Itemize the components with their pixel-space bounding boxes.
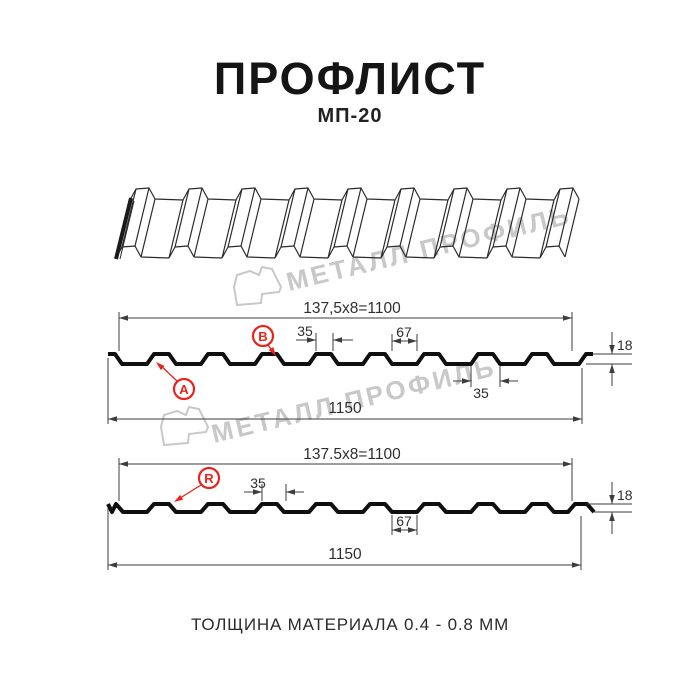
leader-arrowhead	[174, 494, 184, 502]
dim-label-valley-2: 67	[396, 513, 412, 529]
dimension-arrowhead	[572, 562, 581, 568]
profile-drawing-1: 137,5x8=1100 35 67 35 18	[107, 300, 633, 424]
dimension-arrowhead	[307, 337, 316, 343]
footer-text: ТОЛЩИНА МАТЕРИАЛА 0.4 - 0.8 ММ	[190, 615, 510, 634]
dimension-arrowhead	[609, 512, 615, 521]
callout-r-letter: R	[204, 471, 214, 486]
watermark-text: МЕТАЛЛ ПРОФИЛЬ	[283, 200, 574, 297]
callout-a-letter: A	[179, 382, 189, 397]
sheet-cut-edge	[114, 197, 133, 260]
dimension-arrowhead	[609, 364, 615, 373]
sheet-3d-drawing	[114, 187, 580, 260]
dim-label-width-formula-1: 137,5x8=1100	[303, 300, 401, 317]
callout-b-letter: B	[258, 329, 267, 344]
dimension-arrowhead	[392, 338, 401, 344]
dim-label-height-1: 18	[617, 337, 633, 353]
dim-label-rib-top-2: 35	[250, 475, 266, 491]
dimension-arrowhead	[462, 378, 471, 384]
dimension-arrowheads	[108, 315, 615, 568]
dimension-arrowhead	[573, 416, 582, 422]
sheet-cut-edge-inner	[119, 200, 135, 260]
dimension-arrowhead	[119, 315, 128, 321]
dim-label-rib-top-1: 35	[297, 323, 313, 339]
dim-label-rib-bottom-1: 35	[473, 385, 489, 401]
callout-a: A	[158, 363, 196, 401]
callout-r: R	[176, 466, 221, 501]
dimension-arrowhead	[563, 461, 572, 467]
dimension-arrowhead	[108, 562, 117, 568]
leader-arrowhead	[268, 346, 276, 356]
dim-label-total-width-2: 1150	[328, 546, 362, 563]
dim-label-valley-1: 67	[396, 324, 412, 340]
dim-label-width-formula-2: 137.5x8=1100	[303, 446, 401, 463]
dimension-arrowhead	[408, 338, 417, 344]
dim-label-height-2: 18	[617, 487, 633, 503]
watermark-logo-icon	[232, 265, 283, 307]
dimension-arrowhead	[392, 527, 401, 533]
dimension-arrowhead	[108, 416, 117, 422]
dimension-arrowhead	[286, 489, 295, 495]
dimension-arrowhead	[563, 315, 572, 321]
profile-drawing-2: 137.5x8=1100 35 67 18 1150	[106, 446, 633, 570]
dimension-arrowhead	[408, 527, 417, 533]
dimension-arrowhead	[609, 495, 615, 504]
dim-label-total-width-1: 1150	[328, 400, 362, 417]
page-title: ПРОФЛИСТ	[213, 53, 487, 104]
dimension-arrowhead	[253, 489, 262, 495]
watermark-logo-icon	[159, 405, 210, 447]
dimension-arrowhead	[333, 337, 342, 343]
dimension-arrowhead	[609, 345, 615, 354]
dimension-arrowhead	[119, 461, 128, 467]
page-subtitle: МП-20	[317, 105, 383, 127]
leader-arrowhead	[156, 362, 165, 371]
dimension-arrowhead	[500, 378, 509, 384]
